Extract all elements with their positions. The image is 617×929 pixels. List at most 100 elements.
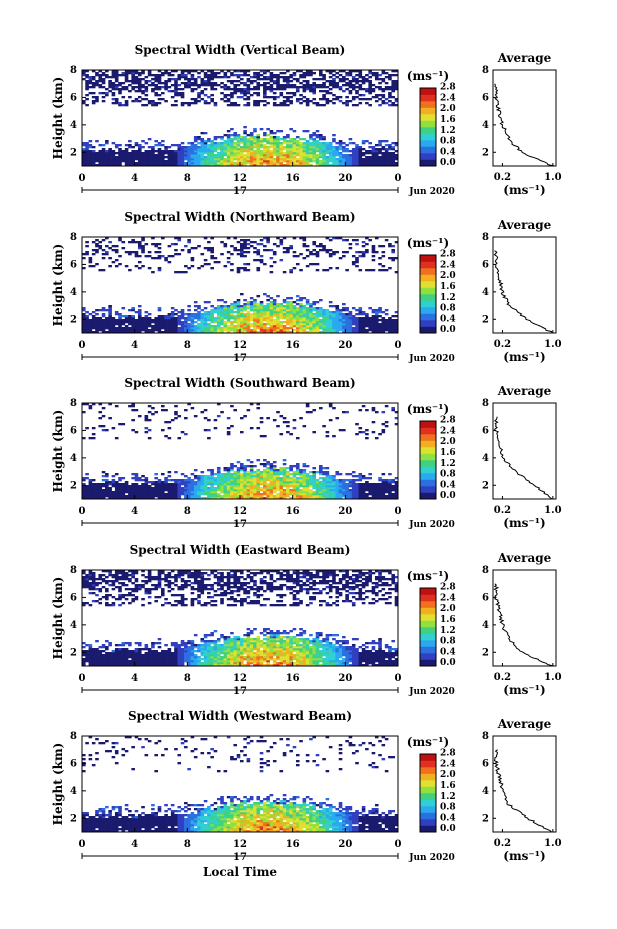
heatmap-cell: [338, 257, 343, 260]
heatmap-cell: [312, 98, 317, 101]
heatmap-cell: [246, 331, 251, 334]
heatmap-cell: [381, 311, 386, 314]
heatmap-cell: [190, 315, 195, 318]
heatmap-cell: [295, 309, 300, 312]
heatmap-cell: [269, 90, 274, 93]
heatmap-cell: [365, 325, 369, 328]
heatmap-cell: [348, 100, 353, 103]
heatmap-cell: [197, 154, 201, 157]
heatmap-cell: [289, 154, 293, 157]
heatmap-cell: [85, 160, 89, 163]
heatmap-cell: [157, 70, 162, 73]
heatmap-cell: [381, 483, 386, 486]
heatmap-cell: [309, 134, 313, 137]
heatmap-cell: [134, 72, 139, 75]
heatmap-cell: [207, 82, 211, 85]
heatmap-cell: [332, 84, 336, 87]
heatmap-cell: [114, 437, 119, 440]
heatmap-cell: [210, 315, 214, 318]
heatmap-cell: [272, 487, 277, 490]
heatmap-cell: [391, 481, 396, 484]
heatmap-cell: [368, 269, 372, 272]
heatmap-cell: [220, 307, 224, 310]
heatmap-cell: [170, 319, 175, 322]
heatmap-cell: [236, 269, 241, 272]
heatmap-cell: [312, 102, 317, 105]
heatmap-cell: [131, 80, 135, 83]
heatmap-cell: [111, 158, 116, 161]
heatmap-cell: [338, 321, 343, 324]
heatmap-cell: [325, 485, 330, 488]
heatmap-cell: [391, 251, 396, 254]
heatmap-cell: [381, 479, 386, 482]
heatmap-cell: [299, 495, 303, 498]
heatmap-cell: [322, 142, 326, 145]
heatmap-cell: [180, 271, 185, 274]
heatmap-cell: [236, 88, 241, 91]
heatmap-cell: [292, 479, 297, 482]
heatmap-cell: [134, 489, 139, 492]
heatmap-cell: [253, 247, 257, 250]
heatmap-cell: [312, 431, 317, 434]
heatmap-cell: [259, 138, 264, 141]
heatmap-cell: [98, 411, 103, 414]
heatmap-cell: [128, 317, 132, 320]
heatmap-cell: [312, 321, 317, 324]
heatmap-cell: [226, 471, 231, 474]
heatmap-cell: [279, 467, 284, 470]
heatmap-cell: [328, 329, 333, 332]
heatmap-cell: [351, 164, 356, 167]
heatmap-cell: [345, 489, 349, 492]
heatmap-cell: [315, 309, 320, 312]
heatmap-cell: [295, 146, 300, 149]
heatmap-cell: [240, 317, 244, 320]
heatmap-cell: [154, 150, 159, 153]
heatmap-cell: [223, 162, 228, 165]
heatmap-cell: [236, 481, 241, 484]
heatmap-cell: [312, 329, 317, 332]
heatmap-cell: [243, 469, 247, 472]
heatmap-cell: [210, 311, 214, 314]
heatmap-cell: [105, 483, 109, 486]
heatmap-cell: [233, 88, 238, 91]
heatmap-cell: [82, 70, 86, 73]
heatmap-cell: [276, 475, 280, 478]
heatmap-cell: [157, 309, 162, 312]
heatmap-cell: [259, 156, 264, 159]
heatmap-cell: [134, 78, 139, 81]
heatmap-cell: [85, 497, 89, 500]
heatmap-cell: [249, 140, 254, 143]
heatmap-cell: [197, 475, 201, 478]
heatmap-cell: [325, 92, 330, 95]
heatmap-cell: [312, 497, 317, 500]
heatmap-cell: [338, 311, 343, 314]
heatmap-cell: [197, 76, 201, 79]
heatmap-cell: [226, 481, 231, 484]
heatmap-cell: [121, 423, 126, 426]
heatmap-cell: [121, 483, 126, 486]
heatmap-cell: [114, 485, 119, 488]
heatmap-cell: [295, 307, 300, 310]
heatmap-cell: [101, 257, 106, 260]
heatmap-cell: [233, 158, 238, 161]
heatmap-cell: [124, 70, 129, 73]
heatmap-cell: [256, 475, 261, 478]
heatmap-cell: [223, 487, 228, 490]
heatmap-cell: [177, 76, 182, 79]
heatmap-cell: [266, 477, 270, 480]
heatmap-cell: [236, 497, 241, 500]
heatmap-cell: [118, 323, 122, 326]
heatmap-cell: [111, 152, 116, 155]
heatmap-cell: [124, 156, 129, 159]
heatmap-cell: [190, 146, 195, 149]
heatmap-cell: [223, 150, 228, 153]
heatmap-cell: [358, 251, 363, 254]
heatmap-cell: [269, 301, 274, 304]
x-tick-label: 8: [184, 340, 191, 351]
heatmap-cell: [197, 148, 201, 151]
heatmap-cell: [345, 321, 349, 324]
heatmap-cell: [302, 327, 307, 330]
heatmap-cell: [174, 327, 178, 330]
heatmap-cell: [351, 148, 356, 151]
heatmap-cell: [322, 425, 326, 428]
